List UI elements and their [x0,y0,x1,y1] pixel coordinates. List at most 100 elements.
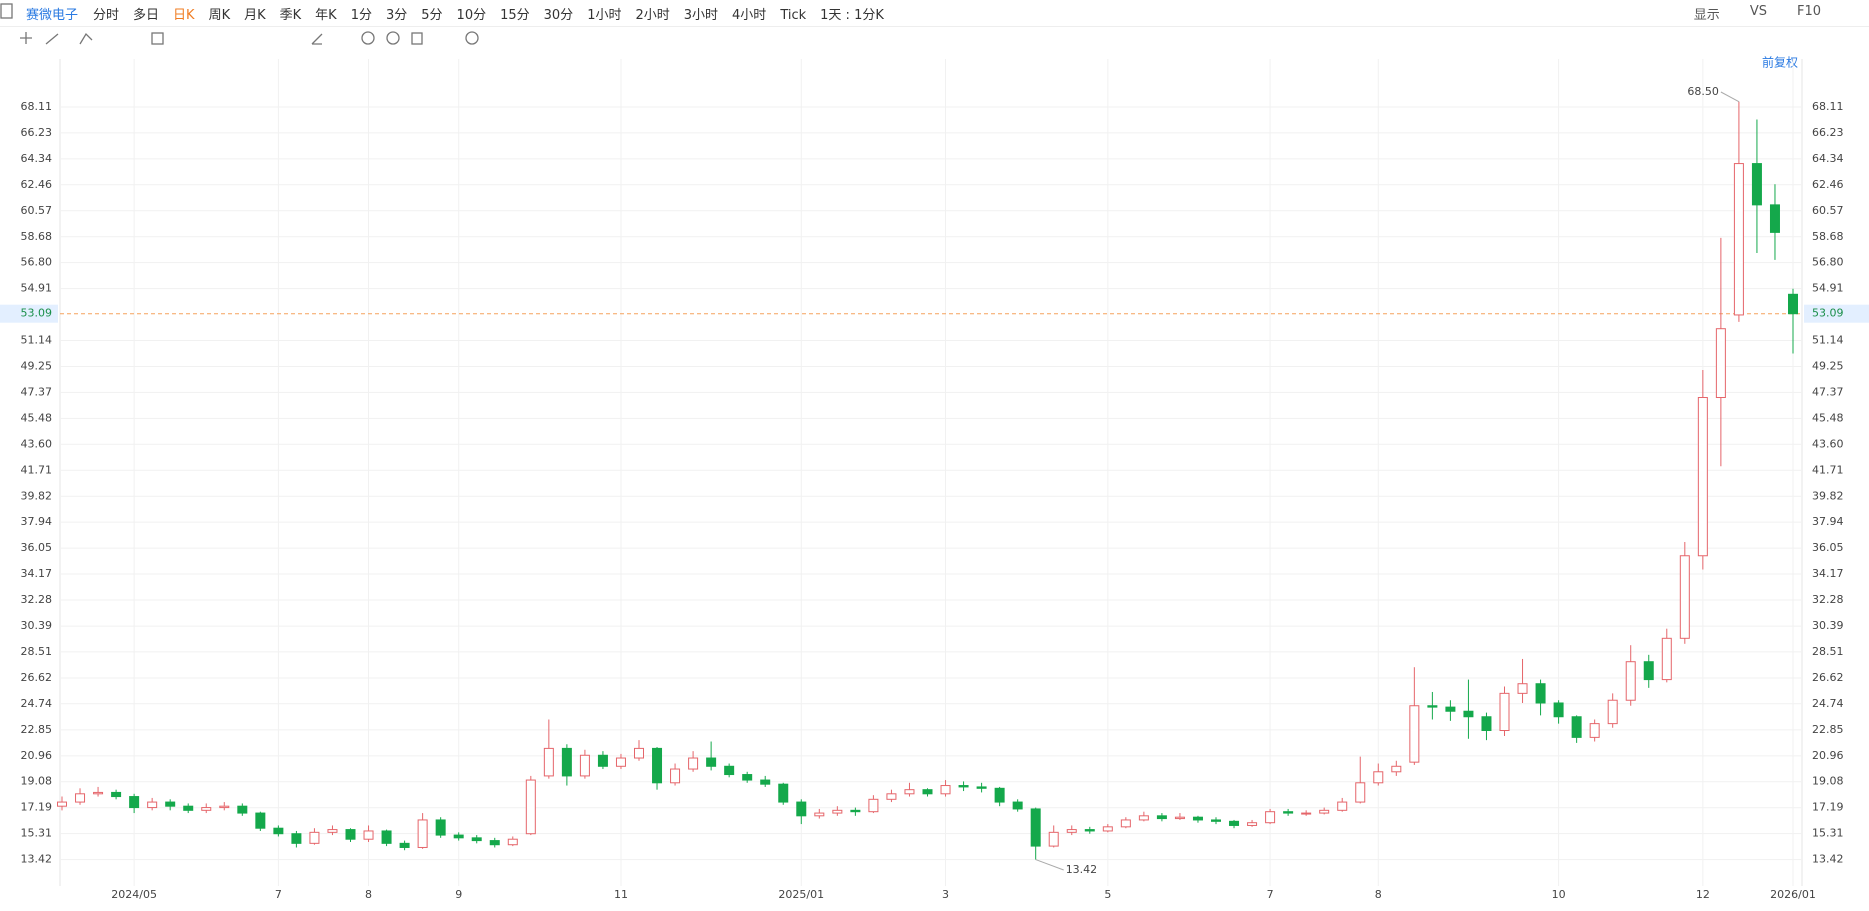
y-tick-label-right: 32.28 [1812,593,1844,606]
candle-body [922,789,933,795]
period-tab[interactable]: 2小时 [635,7,670,23]
candle-body [165,801,176,807]
price-badge [1804,304,1869,323]
y-tick-label-right: 37.94 [1812,515,1844,528]
candle-body [543,747,554,777]
period-tab[interactable]: 10分 [456,7,487,23]
y-tick-label-right: 51.14 [1812,334,1844,347]
candle-body [832,809,843,814]
period-tab[interactable]: 1小时 [587,7,622,23]
period-tab[interactable]: 1分 [350,7,372,23]
y-tick-label: 37.94 [21,515,53,528]
candle-body [1247,822,1258,826]
x-tick-label: 3 [942,888,949,901]
max-label: 68.50 [1687,85,1719,98]
y-tick-label-right: 26.62 [1812,671,1844,684]
period-tab[interactable]: 分时 [93,7,120,23]
candle-body [1084,829,1095,832]
y-tick-label-right: 49.25 [1812,360,1844,373]
candle-body [453,834,464,839]
period-tab[interactable]: 月K [244,7,266,23]
candle-body [1463,710,1474,718]
candle-body [1409,705,1420,763]
candle-body [219,805,230,809]
candle-body [1283,811,1294,814]
period-list: 分时 多日 日K 周K 月K 季K 年K 1分 3分 5分 10分 15分 30分 1小时 2小时 3小时 4小… [86,4,891,23]
period-tab[interactable]: 30分 [543,7,574,23]
candle-body [670,768,681,784]
candle-body [652,747,663,784]
candle-body [201,807,212,811]
period-tab[interactable]: 3小时 [683,7,719,23]
x-tick-label: 8 [365,888,372,901]
target-icon [386,31,400,45]
period-tab[interactable]: 3分 [385,7,408,23]
candle-body [327,829,338,833]
period-tab[interactable]: 4小时 [732,7,767,23]
y-tick-label-right: 24.74 [1812,697,1844,710]
settings-icon [465,31,479,45]
period-tab[interactable]: 5分 [421,7,443,23]
candle-body [868,798,879,813]
y-tick-label-right: 68.11 [1812,100,1844,113]
tool-button[interactable]: VS [1749,4,1767,19]
candle-body [1192,816,1203,821]
period-tab[interactable]: 多日 [133,7,160,23]
adjust-label[interactable]: 前复权 [1762,55,1798,70]
x-tick-label: 11 [614,888,628,901]
tool-button[interactable]: F10 [1796,4,1821,19]
candle-body [525,779,536,835]
candle-body [381,830,392,844]
candle-body [1481,716,1492,732]
y-tick-label-right: 58.68 [1812,230,1844,243]
stock-name[interactable]: 赛微电子 [26,7,79,23]
candle-body [778,783,789,803]
candle-body [1499,692,1510,732]
period-tab[interactable]: Tick [780,7,807,23]
y-tick-label-right: 41.71 [1812,463,1844,476]
y-tick-label-right: 66.23 [1812,126,1844,139]
candle-body [255,812,266,829]
candle-body [886,793,897,800]
period-tab[interactable]: 15分 [500,7,530,23]
right-tools: 显示 VS F10 [1686,4,1829,23]
y-tick-label: 58.68 [21,230,53,243]
candle-body [958,785,969,788]
candle-body [1607,699,1618,725]
candle-body [417,819,428,848]
period-tab[interactable]: 1天 : 1分K [820,7,884,23]
angle-icon [311,33,323,45]
y-tick-label-right: 17.19 [1812,801,1844,814]
candle-body [1535,683,1546,704]
x-tick-label: 9 [455,888,462,901]
y-tick-label: 60.57 [21,204,53,217]
period-tab[interactable]: 季K [279,7,302,23]
period-tab[interactable]: 年K [315,7,337,23]
candle-body [904,789,915,795]
x-tick-label: 8 [1375,888,1382,901]
y-tick-label-right: 28.51 [1812,645,1844,658]
candle-body [1156,815,1167,820]
candle-body [1120,819,1131,828]
y-tick-label: 24.74 [21,697,53,710]
tool-button[interactable]: 显示 [1693,8,1720,23]
y-tick-label-right: 56.80 [1812,256,1844,269]
y-tick-label: 20.96 [21,749,53,762]
candle-body [994,787,1005,803]
candle-body [489,840,500,846]
y-tick-label-right: 54.91 [1812,282,1844,295]
period-tab[interactable]: 日K [173,7,195,23]
candle-body [1355,782,1366,803]
candle-body [57,801,67,807]
y-tick-label: 26.62 [21,671,53,684]
period-tab[interactable]: 周K [208,7,231,23]
min-pointer [1035,859,1064,871]
candle-body [1229,820,1240,826]
candle-body [1066,829,1077,833]
candle-body [1661,637,1672,681]
x-tick-label: 7 [275,888,282,901]
y-tick-label-right: 47.37 [1812,385,1844,398]
y-tick-label: 62.46 [21,178,53,191]
candle-body [850,809,861,813]
y-tick-label-right: 64.34 [1812,152,1844,165]
